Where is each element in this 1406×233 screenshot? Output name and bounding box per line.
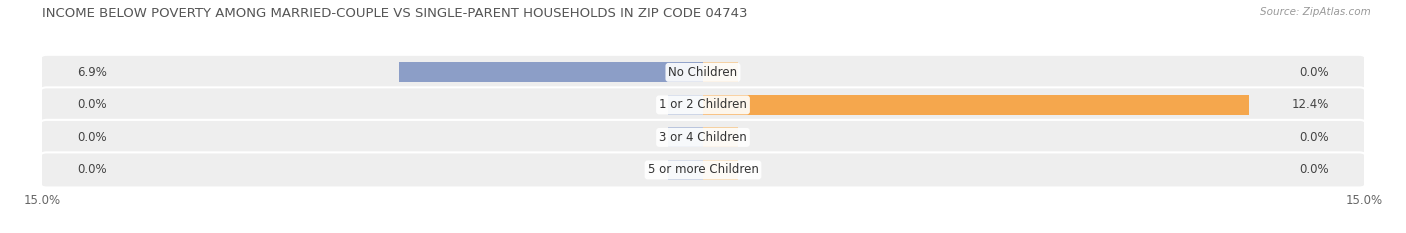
Text: 5 or more Children: 5 or more Children	[648, 163, 758, 176]
Text: INCOME BELOW POVERTY AMONG MARRIED-COUPLE VS SINGLE-PARENT HOUSEHOLDS IN ZIP COD: INCOME BELOW POVERTY AMONG MARRIED-COUPL…	[42, 7, 748, 20]
Text: No Children: No Children	[668, 66, 738, 79]
Text: 12.4%: 12.4%	[1291, 98, 1329, 111]
Bar	[703, 62, 738, 82]
Text: 0.0%: 0.0%	[77, 131, 107, 144]
Bar	[703, 95, 1250, 115]
Text: 0.0%: 0.0%	[1299, 66, 1329, 79]
Text: 0.0%: 0.0%	[77, 163, 107, 176]
Text: 0.0%: 0.0%	[1299, 163, 1329, 176]
Bar	[668, 127, 703, 147]
FancyBboxPatch shape	[39, 152, 1367, 188]
Bar	[668, 160, 703, 180]
Bar	[668, 95, 703, 115]
Text: 6.9%: 6.9%	[77, 66, 107, 79]
Bar	[399, 62, 703, 82]
Text: 0.0%: 0.0%	[77, 98, 107, 111]
FancyBboxPatch shape	[39, 87, 1367, 123]
Text: 0.0%: 0.0%	[1299, 131, 1329, 144]
Text: 1 or 2 Children: 1 or 2 Children	[659, 98, 747, 111]
FancyBboxPatch shape	[39, 120, 1367, 155]
Bar	[703, 127, 738, 147]
FancyBboxPatch shape	[39, 55, 1367, 90]
Bar	[703, 160, 738, 180]
Text: 3 or 4 Children: 3 or 4 Children	[659, 131, 747, 144]
Text: Source: ZipAtlas.com: Source: ZipAtlas.com	[1260, 7, 1371, 17]
